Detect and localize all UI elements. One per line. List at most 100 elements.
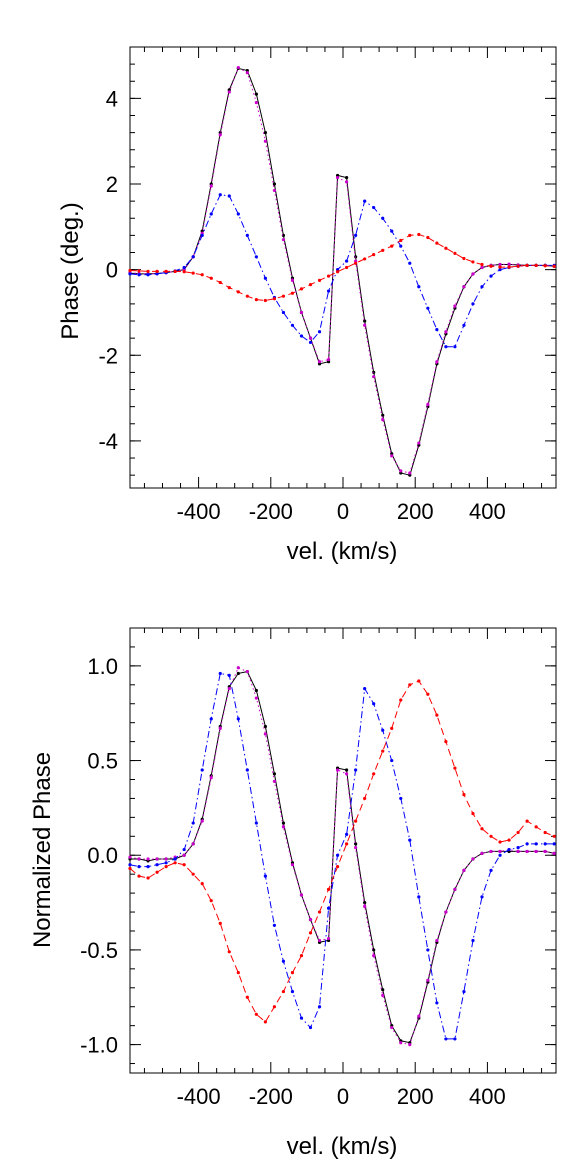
- series-point-3: [218, 921, 222, 926]
- series-point-2: [489, 274, 493, 278]
- series-point-3: [227, 286, 231, 290]
- series-point-1: [290, 278, 295, 282]
- series-point-1: [317, 360, 322, 364]
- series-point-1: [390, 454, 394, 458]
- series-point-2: [146, 273, 150, 277]
- series-point-3: [381, 749, 385, 753]
- series-point-3: [462, 256, 466, 261]
- series-point-3: [480, 262, 484, 267]
- x-tick-label: -400: [177, 499, 221, 524]
- x-tick-label: -200: [249, 1084, 293, 1109]
- series-point-1: [299, 893, 304, 897]
- series-point-1: [218, 133, 222, 137]
- y-tick-label: 0.5: [87, 749, 118, 774]
- series-point-2: [200, 233, 204, 237]
- series-point-0: [345, 768, 349, 772]
- series-point-3: [236, 290, 240, 294]
- series-point-2: [191, 821, 195, 825]
- series-point-2: [471, 938, 475, 943]
- series-point-3: [489, 264, 493, 268]
- series-point-3: [173, 861, 177, 865]
- series-point-3: [299, 953, 304, 958]
- series-point-1: [354, 846, 358, 850]
- series-point-3: [543, 264, 547, 268]
- series-point-2: [507, 847, 511, 852]
- series-point-2: [552, 842, 556, 846]
- series-point-3: [471, 260, 475, 264]
- y-tick-label: 4: [106, 86, 118, 111]
- series-point-2: [444, 1037, 448, 1041]
- series-point-2: [462, 323, 466, 327]
- series-point-0: [281, 821, 286, 825]
- series-point-0: [363, 319, 367, 323]
- series-point-2: [363, 199, 367, 203]
- top-phase-chart: Phase (deg.) vel. (km/s) -400 -200 0 200 400…: [57, 46, 557, 565]
- series-point-2: [390, 229, 394, 233]
- series-point-2: [444, 345, 448, 349]
- series-point-1: [326, 357, 331, 362]
- series-point-3: [254, 298, 258, 302]
- series-point-2: [399, 796, 403, 801]
- series-point-3: [326, 274, 331, 278]
- series-point-1: [254, 101, 258, 105]
- series-point-3: [552, 834, 556, 838]
- series-point-0: [263, 724, 267, 729]
- series-point-3: [462, 793, 466, 797]
- series-point-3: [209, 276, 213, 280]
- x-tick-label: 200: [397, 1084, 434, 1109]
- series-point-3: [417, 679, 421, 683]
- series-point-0: [254, 688, 258, 693]
- series-point-0: [345, 175, 349, 180]
- series-point-3: [390, 244, 394, 248]
- series-point-3: [200, 882, 204, 886]
- series-point-2: [128, 863, 132, 867]
- x-tick-label: 400: [469, 499, 506, 524]
- series-point-0: [272, 182, 277, 186]
- series-point-2: [209, 212, 213, 216]
- series-point-2: [308, 1025, 313, 1030]
- series-point-2: [345, 259, 349, 263]
- series-point-2: [236, 212, 240, 216]
- series-point-3: [516, 264, 520, 268]
- series-point-3: [308, 931, 313, 935]
- series-point-1: [164, 857, 168, 861]
- series-point-2: [317, 330, 322, 334]
- series-point-2: [281, 959, 286, 963]
- series-point-3: [209, 899, 213, 903]
- series-point-3: [345, 265, 349, 270]
- series-point-1: [363, 904, 367, 908]
- series-point-1: [236, 65, 240, 70]
- series-point-2: [525, 842, 529, 846]
- series-point-3: [399, 238, 403, 243]
- series-point-3: [534, 825, 538, 829]
- series-line-0: [130, 671, 555, 1044]
- series-point-2: [489, 868, 493, 872]
- series-point-2: [308, 340, 313, 345]
- series-point-3: [543, 830, 547, 835]
- series-point-1: [471, 857, 475, 861]
- series-point-2: [372, 205, 376, 210]
- series-point-1: [516, 849, 520, 854]
- series-point-3: [453, 766, 457, 770]
- series-point-2: [263, 276, 267, 280]
- series-point-1: [245, 669, 249, 674]
- series-point-3: [390, 726, 394, 730]
- series-point-2: [236, 717, 240, 721]
- series-point-2: [462, 989, 466, 994]
- series-point-2: [381, 728, 385, 732]
- series-point-2: [245, 233, 249, 237]
- series-point-2: [227, 194, 231, 198]
- series-point-2: [453, 1037, 457, 1041]
- series-point-1: [191, 842, 195, 846]
- series-point-3: [155, 870, 159, 874]
- series-point-1: [335, 175, 340, 180]
- series-point-1: [299, 310, 304, 315]
- series-point-3: [128, 268, 132, 273]
- bottom-normalized-phase-chart: Normalized Phase vel. (km/s) -400 -200 0 20…: [29, 627, 557, 1160]
- series-point-0: [381, 413, 385, 417]
- series-point-2: [272, 923, 277, 927]
- series-point-2: [498, 268, 502, 272]
- series-point-3: [191, 271, 195, 275]
- series-point-1: [417, 441, 421, 445]
- series-point-3: [236, 971, 240, 975]
